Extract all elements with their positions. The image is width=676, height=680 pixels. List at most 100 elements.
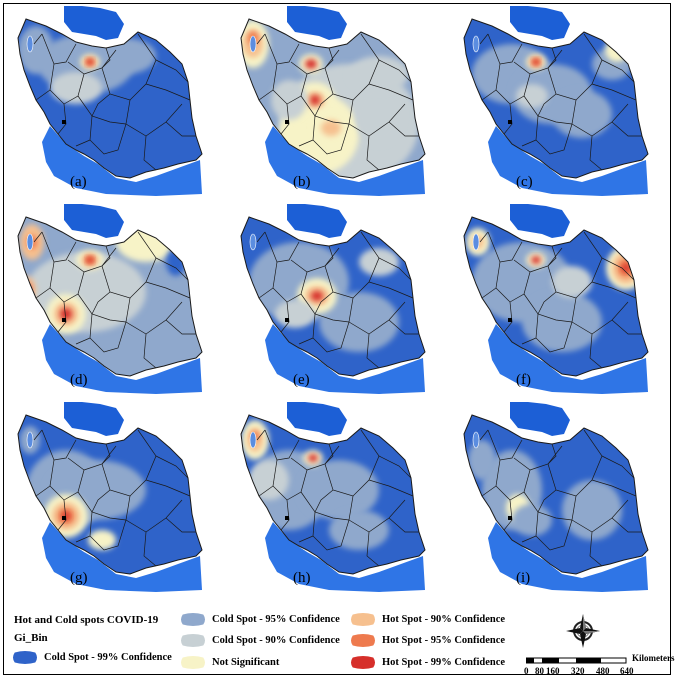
lake-urmia [472, 233, 480, 251]
province-border [272, 259, 308, 303]
cluster-blob [96, 38, 156, 74]
province-border [41, 429, 77, 461]
cluster-blob [299, 460, 379, 520]
province-border [547, 429, 603, 497]
province-border [91, 489, 111, 513]
lake-urmia [26, 35, 34, 53]
panel-label: (a) [70, 174, 87, 190]
caspian-sea [64, 402, 124, 436]
province-border [145, 479, 191, 497]
province-border [366, 333, 380, 369]
cluster-blob [87, 59, 93, 65]
legend-label: Cold Spot - 95% Confidence [212, 614, 340, 625]
cluster-blob [87, 257, 93, 263]
cluster-blob [522, 292, 602, 352]
scale-tick: 80 [535, 666, 544, 676]
persian-gulf [265, 522, 425, 592]
cluster-blob [359, 248, 399, 276]
lake-urmia [472, 431, 480, 449]
province-border [264, 231, 300, 263]
province-border [388, 121, 419, 137]
persian-gulf [42, 126, 202, 196]
province-border [537, 489, 557, 513]
country-outline [240, 18, 426, 179]
province-border [91, 93, 111, 117]
cluster-blob [271, 80, 307, 120]
province-border [547, 47, 557, 69]
province-border [101, 443, 111, 465]
province-border [101, 47, 111, 69]
province-border [479, 33, 489, 45]
province-border [165, 517, 196, 533]
scale-tick: 160 [546, 666, 560, 676]
province-border [495, 259, 531, 303]
legend-item: Hot Spot - 99% Confidence [350, 655, 505, 670]
province-border [611, 517, 642, 533]
province-border [366, 531, 380, 567]
province-border [523, 293, 573, 323]
swatch-cold-90 [181, 634, 205, 647]
country-outline [240, 414, 426, 575]
province-border [300, 293, 350, 323]
province-border [324, 47, 334, 69]
province-borders [479, 429, 642, 567]
legend-swatch-shape [13, 651, 37, 664]
map-marker [508, 120, 512, 124]
map-legend: Hot and Cold spots COVID-19 Gi_Bin Cold … [0, 600, 676, 680]
cluster-blob [329, 510, 389, 550]
province-border [368, 83, 414, 101]
scale-tick: 640 [620, 666, 634, 676]
caspian-sea [510, 6, 570, 40]
cluster-blob [60, 308, 72, 320]
province-border [547, 231, 603, 299]
panel-label: (h) [293, 570, 311, 586]
province-border [312, 313, 350, 353]
panel-label: (g) [70, 570, 88, 586]
cluster-blob [319, 292, 399, 352]
legend-swatch-shape [351, 656, 375, 669]
province-border [89, 115, 127, 155]
province-border [547, 33, 603, 101]
legend-swatch-shape [351, 634, 375, 647]
province-borders [33, 33, 196, 171]
scale-unit: Kilometers [632, 653, 675, 663]
map-marker [508, 318, 512, 322]
province-border [521, 535, 537, 543]
province-border [145, 83, 191, 101]
province-border [537, 291, 557, 315]
province-border [523, 95, 573, 125]
persian-gulf [42, 324, 202, 394]
panel-label: (b) [293, 174, 311, 190]
province-border [521, 139, 537, 147]
cluster-blob [311, 291, 323, 301]
legend-item: Cold Spot - 95% Confidence [180, 612, 340, 627]
country-outline [463, 414, 649, 575]
caspian-sea [510, 402, 570, 436]
province-border [77, 293, 127, 323]
province-border [298, 139, 314, 147]
province-border [298, 337, 314, 345]
province-borders [479, 33, 642, 171]
lake-urmia [472, 35, 480, 53]
scale-bar-graphic [526, 657, 627, 664]
province-border [300, 95, 350, 125]
province-border [49, 61, 85, 105]
persian-gulf [265, 324, 425, 394]
province-border [378, 455, 412, 479]
province-border [388, 517, 419, 533]
legend-label: Cold Spot - 90% Confidence [212, 635, 340, 646]
cluster-blob [468, 440, 496, 480]
province-border [75, 139, 91, 147]
cluster-blob [552, 90, 612, 138]
cluster-blob [321, 120, 341, 136]
province-border [537, 93, 557, 117]
persian-gulf [42, 522, 202, 592]
figure-frame [3, 3, 671, 675]
province-border [487, 33, 523, 65]
province-border [256, 429, 266, 441]
legend-item: Not Significant [180, 655, 279, 670]
legend-label: Hot Spot - 90% Confidence [382, 614, 506, 625]
province-border [145, 281, 191, 299]
province-border [264, 33, 300, 65]
map-marker [285, 120, 289, 124]
